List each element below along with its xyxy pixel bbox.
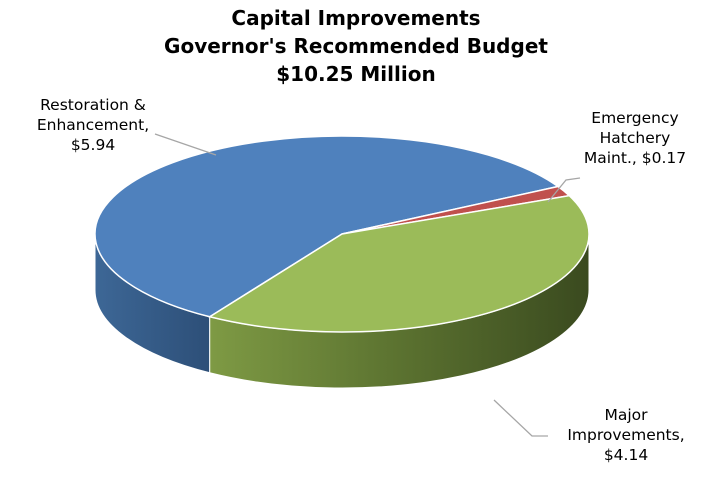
slice-label-emergency-line-2: Hatchery — [599, 129, 671, 147]
leader-line-emergency — [547, 177, 581, 203]
leader-line-major — [493, 399, 548, 437]
slice-major — [207, 194, 590, 333]
slice-label-restoration-line-2: Enhancement, — [36, 116, 150, 134]
slice-label-major-line-3: $4.14 — [603, 446, 649, 464]
chart-title-line-2: Governor's Recommended Budget — [164, 34, 548, 58]
slice-label-emergency-line-1: Emergency — [591, 109, 679, 127]
slice-restoration — [94, 135, 560, 318]
slice-label-emergency: Emergency Hatchery Maint., $0.17 — [560, 108, 710, 168]
slice-label-emergency-line-3: Maint., $0.17 — [583, 149, 687, 167]
slice-label-restoration: Restoration & Enhancement, $5.94 — [8, 95, 178, 155]
chart-title-line-1: Capital Improvements — [231, 6, 481, 30]
slice-label-major-line-1: Major — [604, 406, 648, 424]
leader-line-restoration — [154, 133, 217, 156]
slice-label-restoration-line-3: $5.94 — [70, 136, 116, 154]
slice-label-major-line-2: Improvements, — [567, 426, 685, 444]
chart-title-line-3: $10.25 Million — [276, 62, 436, 86]
slice-label-major: Major Improvements, $4.14 — [542, 405, 710, 465]
slice-label-restoration-line-1: Restoration & — [40, 96, 146, 114]
